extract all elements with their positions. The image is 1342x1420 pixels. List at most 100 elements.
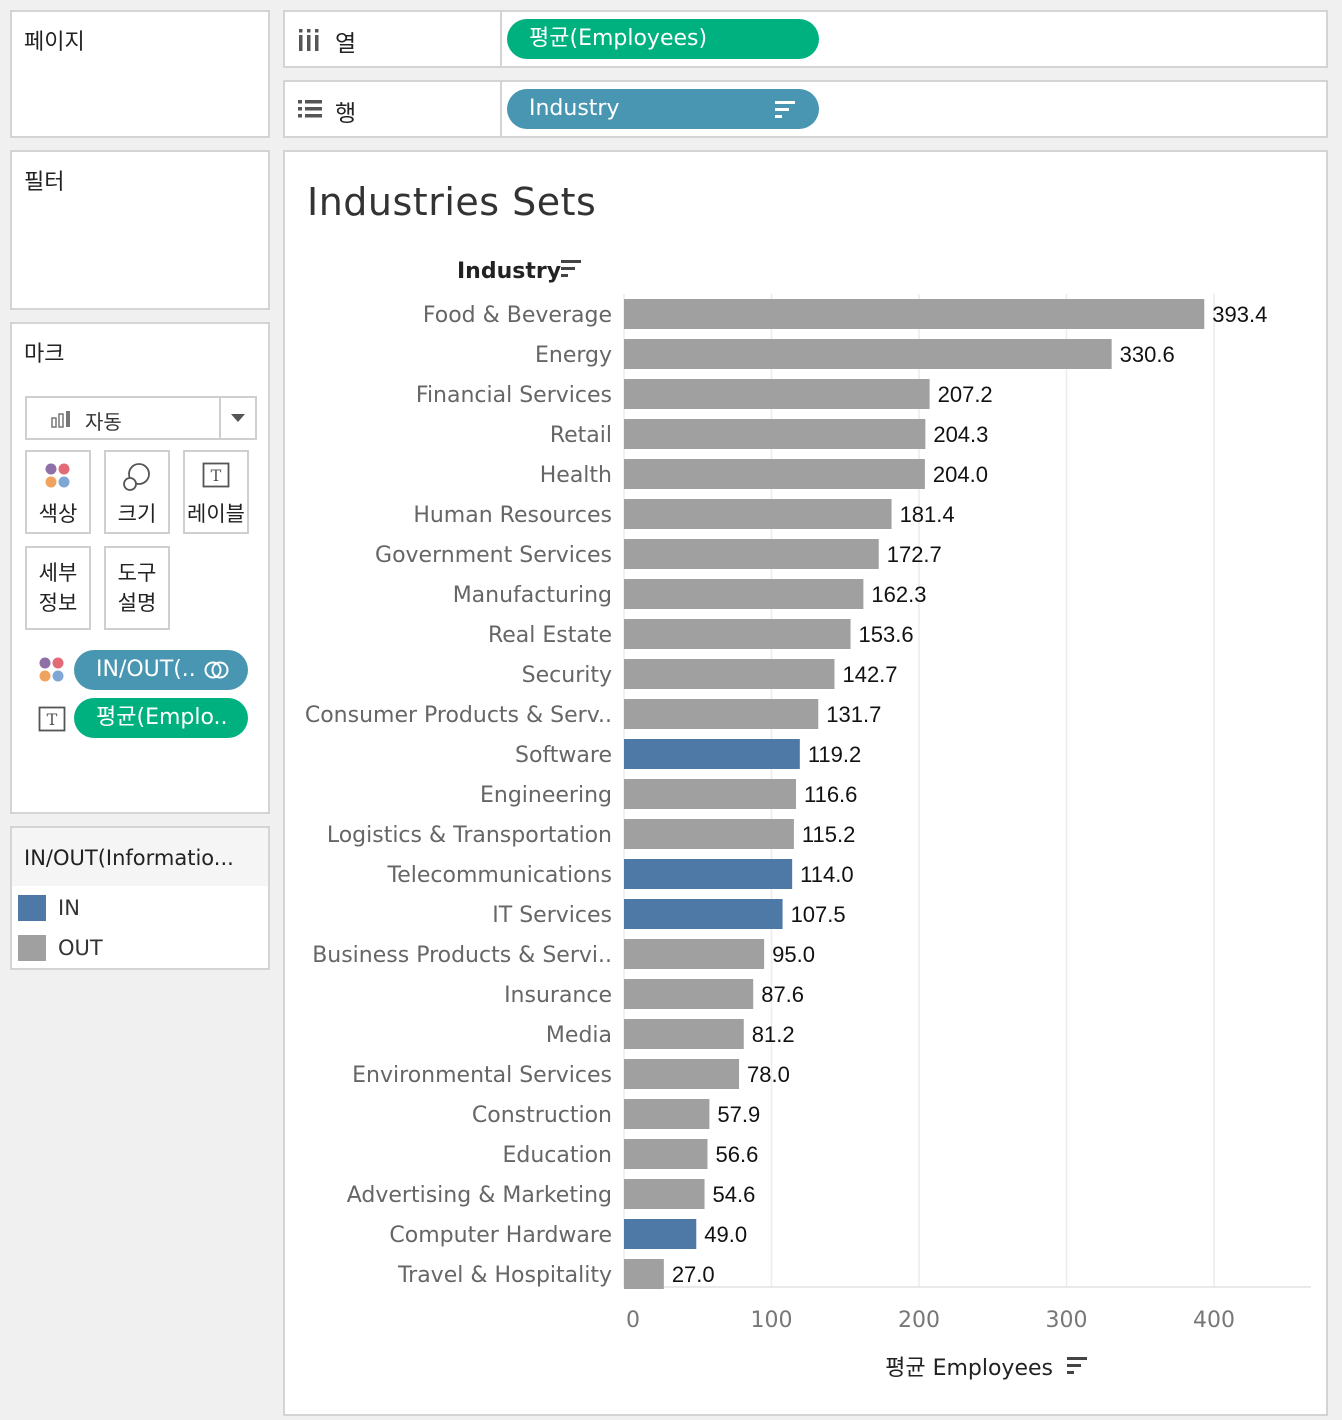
- category-label: Energy: [535, 343, 612, 368]
- value-label: 207.2: [938, 382, 993, 407]
- value-label: 95.0: [772, 942, 815, 967]
- category-label: Computer Hardware: [389, 1223, 612, 1248]
- legend-label-out: OUT: [58, 936, 103, 960]
- color-button[interactable]: 색상: [25, 450, 91, 534]
- row-header-title: Industry: [457, 259, 561, 284]
- bar[interactable]: [624, 739, 800, 769]
- category-label: Travel & Hospitality: [397, 1263, 612, 1288]
- value-label: 204.3: [933, 422, 988, 447]
- size-button[interactable]: 크기: [104, 450, 170, 534]
- bar[interactable]: [624, 619, 851, 649]
- bar-chart: Industry Food & Beverage 393.4 Energy 330.6 F…: [305, 259, 1311, 1381]
- category-label: Media: [546, 1023, 612, 1048]
- columns-shelf[interactable]: 열 평균(Employees): [283, 10, 1328, 68]
- bar[interactable]: [624, 899, 783, 929]
- value-label: 54.6: [713, 1182, 756, 1207]
- bar[interactable]: [624, 1139, 708, 1169]
- category-label: Insurance: [504, 983, 612, 1008]
- value-label: 172.7: [887, 542, 942, 567]
- x-tick-label: 0: [626, 1308, 640, 1333]
- bar[interactable]: [624, 659, 835, 689]
- value-label: 119.2: [808, 742, 861, 767]
- legend-title: IN/OUT(Informatio...: [24, 846, 234, 870]
- bar-chart-icon: [51, 411, 70, 428]
- value-label: 181.4: [900, 502, 955, 527]
- value-label: 131.7: [826, 702, 881, 727]
- x-tick-label: 300: [1046, 1308, 1088, 1333]
- category-label: Security: [522, 663, 612, 688]
- bar[interactable]: [624, 539, 879, 569]
- sort-descending-icon[interactable]: [1067, 1357, 1087, 1374]
- bar[interactable]: [624, 299, 1205, 329]
- pages-panel[interactable]: 페이지: [10, 10, 270, 138]
- x-tick-label: 400: [1193, 1308, 1235, 1333]
- value-label: 115.2: [802, 822, 855, 847]
- bar[interactable]: [624, 939, 765, 969]
- rows-shelf[interactable]: 행 Industry: [283, 80, 1328, 138]
- avg-employees-label-pill[interactable]: 평균(Emplo..: [74, 698, 248, 738]
- bar[interactable]: [624, 979, 754, 1009]
- size-button-label: 크기: [117, 502, 157, 526]
- bar[interactable]: [624, 1259, 664, 1289]
- bar[interactable]: [624, 339, 1112, 369]
- category-label: Software: [515, 743, 612, 768]
- value-label: 330.6: [1120, 342, 1175, 367]
- filters-panel[interactable]: 필터: [10, 150, 270, 310]
- category-label: Business Products & Servi..: [312, 943, 612, 968]
- category-label: Food & Beverage: [423, 303, 612, 328]
- avg-employees-pill-label: 평균(Emplo..: [96, 705, 228, 730]
- sort-descending-icon[interactable]: [561, 260, 581, 277]
- bar[interactable]: [624, 1059, 740, 1089]
- svg-text:T: T: [47, 710, 58, 729]
- bar[interactable]: [624, 819, 794, 849]
- bar[interactable]: [624, 379, 930, 409]
- columns-pill-avg-employees[interactable]: 평균(Employees): [507, 19, 819, 59]
- value-label: 57.9: [717, 1102, 760, 1127]
- bar[interactable]: [624, 859, 793, 889]
- category-label: Health: [540, 463, 612, 488]
- in-out-pill-label: IN/OUT(..: [96, 657, 196, 682]
- category-label: Retail: [550, 423, 612, 448]
- pages-title: 페이지: [24, 30, 85, 55]
- category-label: Construction: [472, 1103, 612, 1128]
- color-dots-icon: [39, 657, 64, 682]
- rows-shelf-label: 행: [335, 101, 357, 127]
- category-label: Advertising & Marketing: [347, 1183, 612, 1208]
- value-label: 204.0: [933, 462, 988, 487]
- value-label: 142.7: [842, 662, 897, 687]
- mark-type-dropdown[interactable]: 자동: [25, 396, 257, 440]
- bar[interactable]: [624, 459, 925, 489]
- rows-pill-label: Industry: [529, 96, 620, 121]
- shelf-divider: [500, 12, 502, 66]
- category-label: Telecommunications: [387, 863, 612, 888]
- bar[interactable]: [624, 1219, 697, 1249]
- value-label: 393.4: [1212, 302, 1267, 327]
- detail-button[interactable]: 세부 정보: [25, 546, 91, 630]
- columns-icon: [299, 29, 319, 51]
- bar[interactable]: [624, 1019, 744, 1049]
- tooltip-button[interactable]: 도구 설명: [104, 546, 170, 630]
- label-button[interactable]: T 레이블: [183, 450, 249, 534]
- bar[interactable]: [624, 699, 819, 729]
- value-label: 162.3: [871, 582, 926, 607]
- marks-panel: 마크 자동 색상 크기 T 레이블 세부 정보: [10, 322, 270, 814]
- value-label: 116.6: [804, 782, 857, 807]
- bar[interactable]: [624, 1099, 710, 1129]
- rows-pill-industry[interactable]: Industry: [507, 89, 819, 129]
- bar[interactable]: [624, 419, 926, 449]
- legend-header[interactable]: IN/OUT(Informatio...: [12, 828, 268, 886]
- mark-type-label: 자동: [85, 410, 122, 434]
- svg-text:T: T: [211, 466, 222, 485]
- bar[interactable]: [624, 499, 892, 529]
- filters-title: 필터: [24, 170, 65, 195]
- value-label: 87.6: [761, 982, 804, 1007]
- color-dots-icon: [45, 463, 70, 488]
- bar[interactable]: [624, 1179, 705, 1209]
- bar[interactable]: [624, 579, 864, 609]
- in-out-color-pill[interactable]: IN/OUT(..: [74, 650, 248, 690]
- chart-panel: Industries Sets Industry Food & Beverage 3…: [283, 150, 1328, 1416]
- bar[interactable]: [624, 779, 796, 809]
- category-label: Environmental Services: [352, 1063, 612, 1088]
- rows-icon: [298, 100, 322, 118]
- category-label: Manufacturing: [453, 583, 612, 608]
